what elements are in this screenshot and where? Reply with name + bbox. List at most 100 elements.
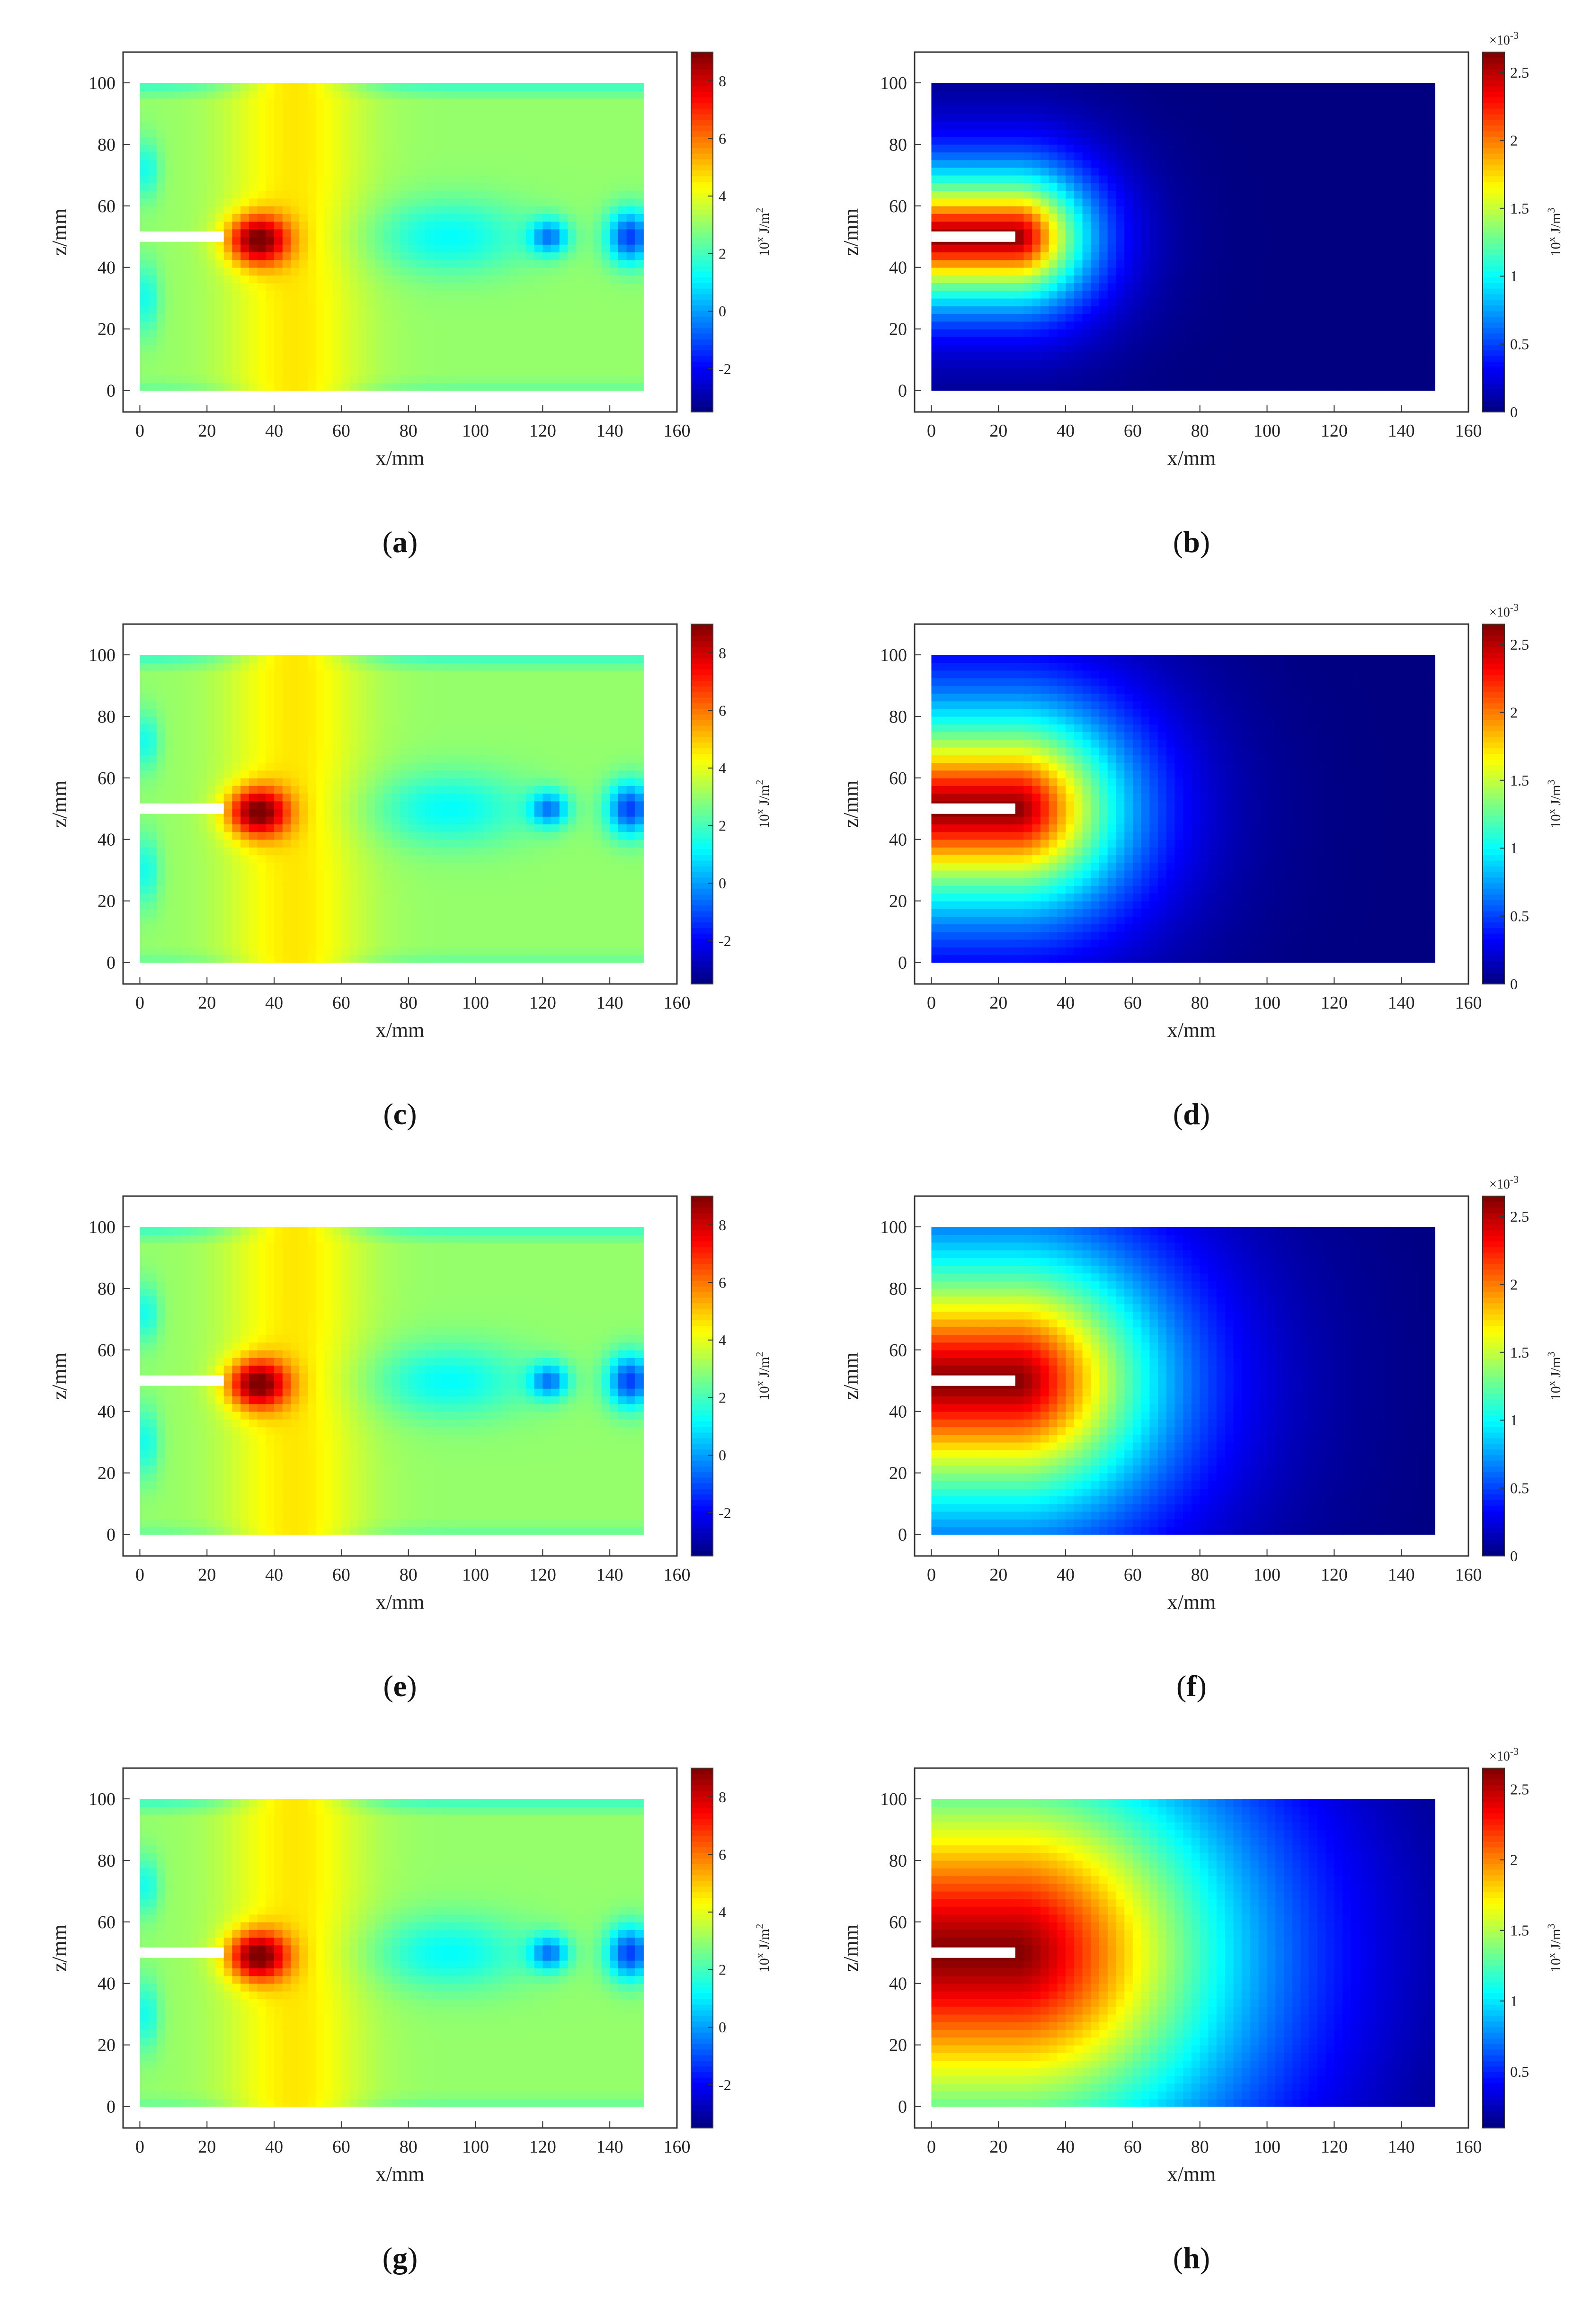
heatmap-cell [542, 113, 551, 122]
colorbar-segment [691, 237, 713, 244]
heatmap-cell [931, 321, 940, 330]
heatmap-cell [450, 252, 459, 260]
heatmap-cell [585, 275, 594, 283]
heatmap-cell [1325, 113, 1335, 122]
heatmap-cell [1317, 244, 1326, 253]
heatmap-cell [576, 190, 585, 199]
heatmap-cell [1426, 183, 1435, 191]
heatmap-cell [1284, 236, 1293, 245]
heatmap-cell [450, 160, 459, 168]
heatmap-cell [610, 206, 619, 214]
heatmap-cell [425, 298, 434, 306]
colorbar-segment [1483, 209, 1504, 216]
heatmap-cell [1057, 259, 1066, 268]
heatmap-cell [140, 359, 149, 368]
heatmap-cell [956, 267, 966, 276]
heatmap-cell [1334, 375, 1343, 384]
heatmap-cell [408, 160, 418, 168]
heatmap-cell [610, 160, 619, 168]
heatmap-cell [484, 352, 493, 360]
heatmap-cell [1183, 329, 1192, 337]
heatmap-cell [341, 267, 350, 276]
heatmap-cell [534, 236, 543, 245]
heatmap-cell [249, 214, 258, 222]
heatmap-cell [1334, 160, 1343, 168]
heatmap-cell [492, 98, 501, 107]
heatmap-cell [626, 214, 636, 222]
heatmap-cell [618, 214, 627, 222]
heatmap-cell [308, 221, 317, 230]
heatmap-cell [998, 190, 1007, 199]
heatmap-cell [965, 121, 974, 130]
heatmap-cell [576, 136, 585, 145]
heatmap-cell [1149, 259, 1158, 268]
heatmap-cell [173, 175, 182, 183]
heatmap-cell [425, 98, 434, 107]
heatmap-cell [308, 229, 317, 237]
heatmap-cell [148, 290, 157, 299]
heatmap-cell [223, 214, 233, 222]
heatmap-cell [568, 252, 577, 260]
heatmap-cell [635, 98, 644, 107]
heatmap-cell [459, 129, 468, 137]
heatmap-cell [1032, 236, 1041, 245]
heatmap-cell [1351, 259, 1360, 268]
heatmap-cell [1292, 229, 1301, 237]
heatmap-cell [1426, 352, 1435, 360]
heatmap-cell [1376, 82, 1385, 91]
heatmap-cell [1418, 175, 1427, 183]
heatmap-cell [618, 90, 627, 99]
heatmap-cell [931, 160, 940, 168]
heatmap-cell [140, 252, 149, 260]
heatmap-cell [417, 383, 426, 391]
heatmap-cell [1267, 359, 1276, 368]
heatmap-cell [215, 190, 224, 199]
heatmap-cell [1384, 160, 1394, 168]
heatmap-cell [973, 183, 982, 191]
heatmap-cell [366, 82, 375, 91]
colorbar-segment [1483, 271, 1504, 277]
heatmap-cell [981, 252, 991, 260]
heatmap-cell [484, 175, 493, 183]
colorbar-segment [1483, 187, 1504, 193]
heatmap-cell [517, 152, 526, 161]
heatmap-cell [1233, 329, 1243, 337]
colorbar-tick-label: 0 [719, 303, 726, 320]
heatmap-cell [1359, 190, 1369, 199]
heatmap-cell [542, 106, 551, 114]
heatmap-cell [593, 206, 602, 214]
heatmap-cell [931, 313, 940, 322]
heatmap-cell [1393, 329, 1402, 337]
heatmap-cell [1275, 259, 1284, 268]
heatmap-cell [266, 313, 275, 322]
heatmap-cell [333, 98, 342, 107]
heatmap-cell [400, 244, 409, 253]
heatmap-cell [965, 198, 974, 206]
heatmap-cell [1066, 160, 1075, 168]
heatmap-cell [601, 82, 610, 91]
heatmap-cell [383, 190, 392, 199]
heatmap-cell [610, 136, 619, 145]
heatmap-cell [215, 275, 224, 283]
heatmap-cell [1099, 275, 1108, 283]
heatmap-cell [232, 214, 241, 222]
colorbar-segment [691, 91, 713, 98]
heatmap-cell [165, 221, 174, 230]
heatmap-cell [341, 275, 350, 283]
heatmap-cell [341, 244, 350, 253]
heatmap-cell [1023, 321, 1032, 330]
heatmap-cell [366, 344, 375, 353]
heatmap-cell [333, 383, 342, 391]
heatmap-cell [998, 313, 1007, 322]
heatmap-cell [1007, 329, 1016, 337]
heatmap-cell [282, 290, 292, 299]
heatmap-cell [1132, 313, 1142, 322]
heatmap-cell [257, 90, 267, 99]
heatmap-cell [475, 375, 485, 384]
heatmap-cell [1208, 313, 1217, 322]
colorbar-segment [691, 395, 713, 402]
heatmap-cell [1359, 152, 1369, 161]
heatmap-cell [525, 344, 535, 353]
heatmap-cell [266, 221, 275, 230]
heatmap-cell [1359, 329, 1369, 337]
